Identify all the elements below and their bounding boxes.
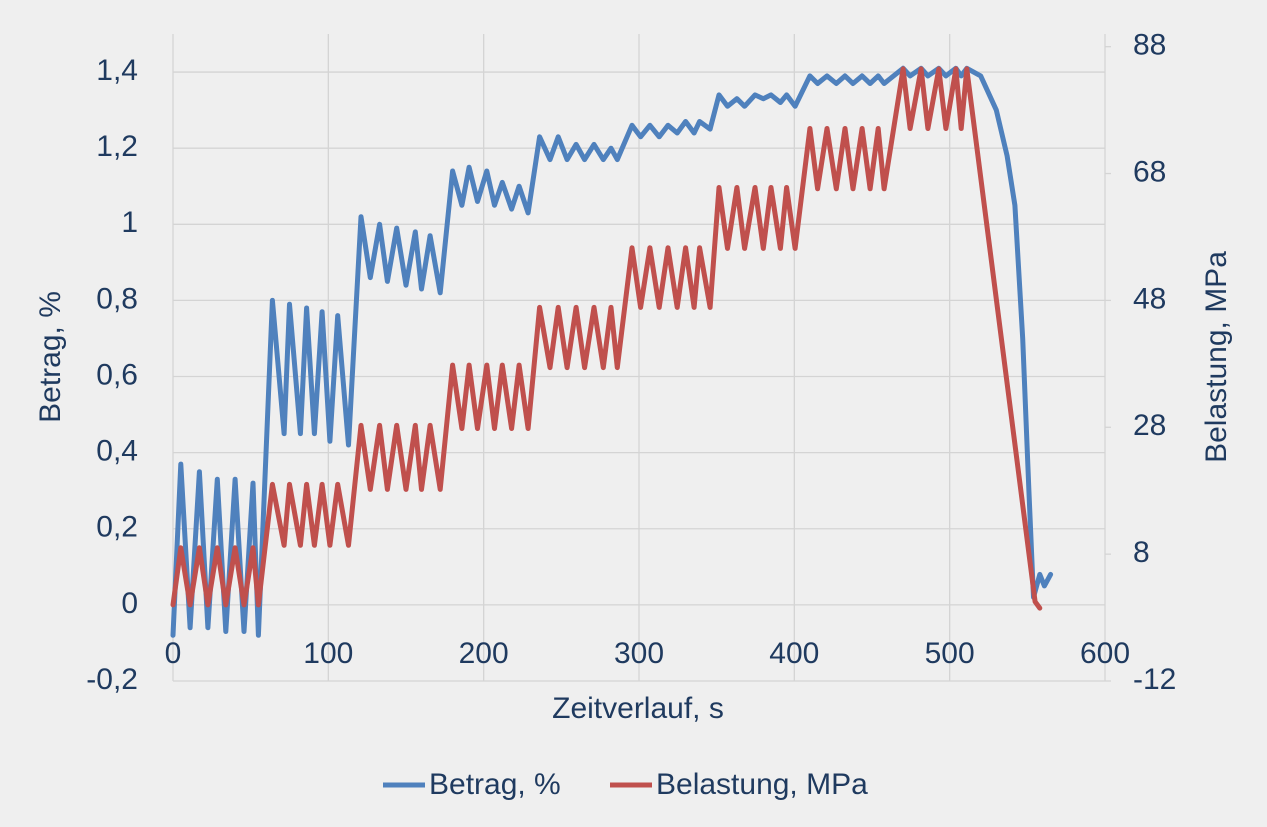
series-line (170, 66, 1043, 611)
x-tick-label: 200 (459, 637, 509, 670)
y-tick-label: 0,2 (96, 511, 138, 544)
y-axis-title: Betrag, % (34, 291, 67, 423)
y-tick-label: 0 (121, 587, 138, 620)
series-line (170, 65, 1054, 638)
y-tick-label: 0,8 (96, 282, 138, 315)
y-tick-label: 1,4 (96, 54, 138, 87)
y2-tick-label: 8 (1133, 536, 1150, 569)
legend-label: Betrag, % (429, 768, 561, 801)
y2-tick-label: 28 (1133, 409, 1166, 442)
x-tick-label: 100 (303, 637, 353, 670)
x-axis-title: Zeitverlauf, s (552, 692, 724, 725)
y-tick-label: 1,2 (96, 130, 138, 163)
y2-axis-title: Belastung, MPa (1200, 251, 1233, 463)
y-tick-label: -0,2 (86, 663, 138, 696)
y2-tick-label: 88 (1133, 29, 1166, 62)
y2-tick-label: -12 (1133, 663, 1176, 696)
x-tick-label: 0 (165, 637, 182, 670)
x-tick-label: 400 (769, 637, 819, 670)
y-tick-label: 0,6 (96, 358, 138, 391)
y-tick-label: 0,4 (96, 435, 138, 468)
x-tick-label: 600 (1080, 637, 1130, 670)
y-tick-label: 1 (121, 206, 138, 239)
x-tick-label: 500 (925, 637, 975, 670)
legend-label: Belastung, MPa (656, 768, 868, 801)
x-tick-label: 300 (614, 637, 664, 670)
y2-tick-label: 48 (1133, 282, 1166, 315)
y2-tick-label: 68 (1133, 155, 1166, 188)
